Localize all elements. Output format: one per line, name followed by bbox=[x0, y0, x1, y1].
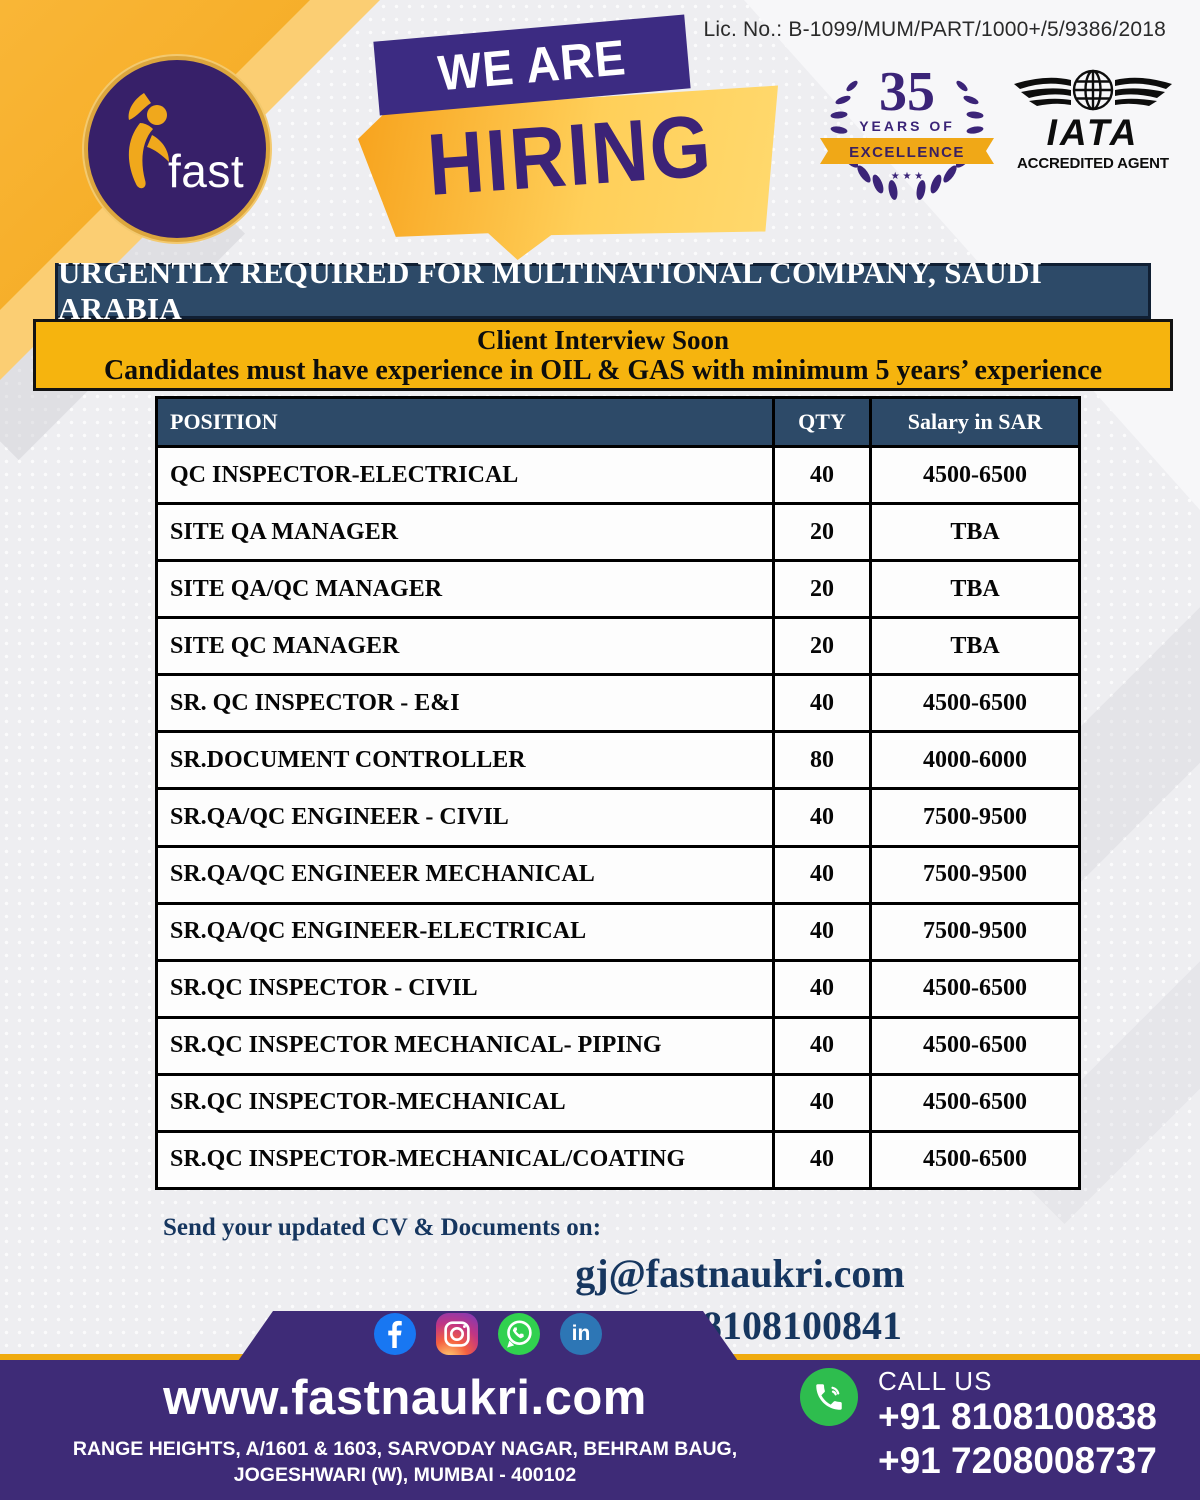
position-cell: SITE QA/QC MANAGER bbox=[170, 575, 443, 602]
salary-cell: 4500-6500 bbox=[923, 1089, 1027, 1116]
notice-line1: Client Interview Soon bbox=[477, 324, 729, 355]
position-cell: SR. QC INSPECTOR - E&I bbox=[170, 689, 460, 716]
salary-cell: TBA bbox=[950, 518, 1000, 545]
laurel-left bbox=[830, 80, 898, 200]
salary-cell: 4500-6500 bbox=[923, 689, 1027, 716]
table-row: SITE QA MANAGER 20 TBA bbox=[158, 502, 1078, 560]
position-cell: SR.QA/QC ENGINEER MECHANICAL bbox=[170, 861, 595, 888]
iata-subtitle: ACCREDITED AGENT bbox=[1017, 155, 1169, 172]
position-cell: SITE QC MANAGER bbox=[170, 632, 400, 659]
table-row: SR.QA/QC ENGINEER MECHANICAL 40 7500-9500 bbox=[158, 844, 1078, 902]
footer-phone-1[interactable]: +91 8108100838 bbox=[878, 1396, 1157, 1437]
position-cell: SR.QC INSPECTOR MECHANICAL- PIPING bbox=[170, 1032, 662, 1059]
notice-line2: Candidates must have experience in OIL &… bbox=[103, 354, 1103, 386]
person-icon bbox=[128, 93, 169, 189]
table-row: SR.QC INSPECTOR - CIVIL 40 4500-6500 bbox=[158, 958, 1078, 1016]
speech-bubble bbox=[358, 85, 778, 260]
salary-cell: 4500-6500 bbox=[923, 1146, 1027, 1173]
contact-phone[interactable]: 8108100841 bbox=[701, 1303, 902, 1348]
qty-cell: 40 bbox=[772, 448, 872, 503]
table-row: SR.QA/QC ENGINEER-ELECTRICAL 40 7500-9500 bbox=[158, 901, 1078, 959]
cv-label: Send your updated CV & Documents on: bbox=[163, 1214, 602, 1241]
table-row: SR.QC INSPECTOR-MECHANICAL 40 4500-6500 bbox=[158, 1072, 1078, 1130]
position-cell: SR.QC INSPECTOR-MECHANICAL/COATING bbox=[170, 1146, 686, 1173]
table-row: SR.QA/QC ENGINEER - CIVIL 40 7500-9500 bbox=[158, 787, 1078, 845]
header-position: POSITION bbox=[170, 409, 278, 434]
footer: www.fastnaukri.com RANGE HEIGHTS, A/1601… bbox=[0, 1354, 1200, 1500]
badge-stars: ★ ★ ★ bbox=[891, 171, 923, 182]
badge-ribbon bbox=[820, 138, 994, 164]
position-cell: SR.QA/QC ENGINEER - CIVIL bbox=[170, 804, 509, 830]
badge-years-of: YEARS OF bbox=[859, 118, 955, 134]
qty-cell: 40 bbox=[772, 1018, 872, 1073]
wings-icon bbox=[1014, 77, 1172, 106]
address-line1: RANGE HEIGHTS, A/1601 & 1603, SARVODAY N… bbox=[72, 1438, 738, 1460]
table-row: SR. QC INSPECTOR - E&I 40 4500-6500 bbox=[158, 673, 1078, 731]
call-us-label: CALL US bbox=[878, 1366, 993, 1396]
qty-cell: 40 bbox=[772, 847, 872, 902]
table-row: QC INSPECTOR-ELECTRICAL 40 4500-6500 bbox=[158, 445, 1078, 503]
instagram-icon[interactable] bbox=[436, 1313, 478, 1355]
iata-logo: IATA ACCREDITED AGENT bbox=[1014, 69, 1172, 172]
we-are-hiring-banner: WE ARE HIRING bbox=[358, 14, 778, 264]
salary-cell: 7500-9500 bbox=[923, 918, 1027, 945]
qty-cell: 40 bbox=[772, 1075, 872, 1130]
fast-logo: fast bbox=[84, 56, 270, 242]
table-row: SR.QC INSPECTOR-MECHANICAL/COATING 40 4500… bbox=[158, 1129, 1078, 1188]
position-cell: SITE QA MANAGER bbox=[170, 518, 399, 545]
qty-cell: 20 bbox=[772, 619, 872, 674]
position-cell: SR.DOCUMENT CONTROLLER bbox=[170, 746, 526, 773]
globe-icon bbox=[1072, 69, 1114, 111]
qty-cell: 40 bbox=[772, 676, 872, 731]
qty-cell: 40 bbox=[772, 1132, 872, 1188]
qty-cell: 40 bbox=[772, 790, 872, 845]
qty-cell: 80 bbox=[772, 733, 872, 788]
social-icons-tab: in bbox=[238, 1311, 738, 1361]
salary-cell: 4500-6500 bbox=[923, 461, 1027, 488]
notice-bar: Client Interview Soon Candidates must ha… bbox=[33, 319, 1173, 391]
table-row: SITE QC MANAGER 20 TBA bbox=[158, 616, 1078, 674]
contact-email[interactable]: gj@fastnaukri.com bbox=[575, 1251, 905, 1296]
position-cell: SR.QC INSPECTOR-MECHANICAL bbox=[170, 1089, 566, 1116]
header-salary: Salary in SAR bbox=[907, 409, 1043, 434]
salary-cell: 4500-6500 bbox=[923, 1032, 1027, 1059]
jobs-table: POSITION QTY Salary in SAR QC INSPECTOR-… bbox=[155, 396, 1081, 1190]
salary-cell: TBA bbox=[950, 632, 1000, 659]
table-row: SR.DOCUMENT CONTROLLER 80 4000-6000 bbox=[158, 730, 1078, 788]
whatsapp-icon[interactable] bbox=[498, 1313, 540, 1355]
salary-cell: TBA bbox=[950, 575, 1000, 602]
table-row: SITE QA/QC MANAGER 20 TBA bbox=[158, 559, 1078, 617]
linkedin-glyph: in bbox=[571, 1322, 591, 1345]
iata-title: IATA bbox=[1047, 112, 1140, 153]
qty-cell: 40 bbox=[772, 904, 872, 959]
salary-cell: 4000-6000 bbox=[923, 746, 1027, 773]
linkedin-icon[interactable]: in bbox=[560, 1313, 602, 1355]
website-link[interactable]: www.fastnaukri.com bbox=[163, 1371, 647, 1425]
badge-number: 35 bbox=[879, 61, 935, 123]
license-number: Lic. No.: B-1099/MUM/PART/1000+/5/9386/2… bbox=[703, 18, 1166, 41]
badge-excellence: EXCELLENCE bbox=[849, 144, 965, 161]
salary-cell: 7500-9500 bbox=[923, 861, 1027, 888]
position-cell: SR.QC INSPECTOR - CIVIL bbox=[170, 975, 478, 1002]
logo-wordmark: fast bbox=[168, 145, 245, 197]
salary-cell: 7500-9500 bbox=[923, 804, 1027, 830]
salary-cell: 4500-6500 bbox=[923, 975, 1027, 1002]
35-years-excellence-badge: 35 YEARS OF EXCELLENCE ★ ★ ★ bbox=[820, 61, 994, 200]
position-cell: QC INSPECTOR-ELECTRICAL bbox=[170, 461, 519, 488]
table-header-row: POSITION QTY Salary in SAR bbox=[158, 399, 1078, 445]
table-row: SR.QC INSPECTOR MECHANICAL- PIPING 40 4500… bbox=[158, 1015, 1078, 1073]
headline-bar: URGENTLY REQUIRED FOR MULTINATIONAL COMP… bbox=[55, 255, 1151, 326]
qty-cell: 20 bbox=[772, 562, 872, 617]
qty-cell: 20 bbox=[772, 505, 872, 560]
header-qty: QTY bbox=[772, 399, 872, 445]
position-cell: SR.QA/QC ENGINEER-ELECTRICAL bbox=[170, 918, 587, 945]
qty-cell: 40 bbox=[772, 961, 872, 1016]
address-line2: JOGESHWARI (W), MUMBAI - 400102 bbox=[233, 1464, 577, 1486]
facebook-icon[interactable] bbox=[374, 1313, 416, 1355]
phone-icon bbox=[800, 1368, 858, 1426]
footer-phone-2[interactable]: +91 7208008737 bbox=[878, 1440, 1157, 1481]
we-are-text: WE ARE bbox=[435, 28, 629, 102]
